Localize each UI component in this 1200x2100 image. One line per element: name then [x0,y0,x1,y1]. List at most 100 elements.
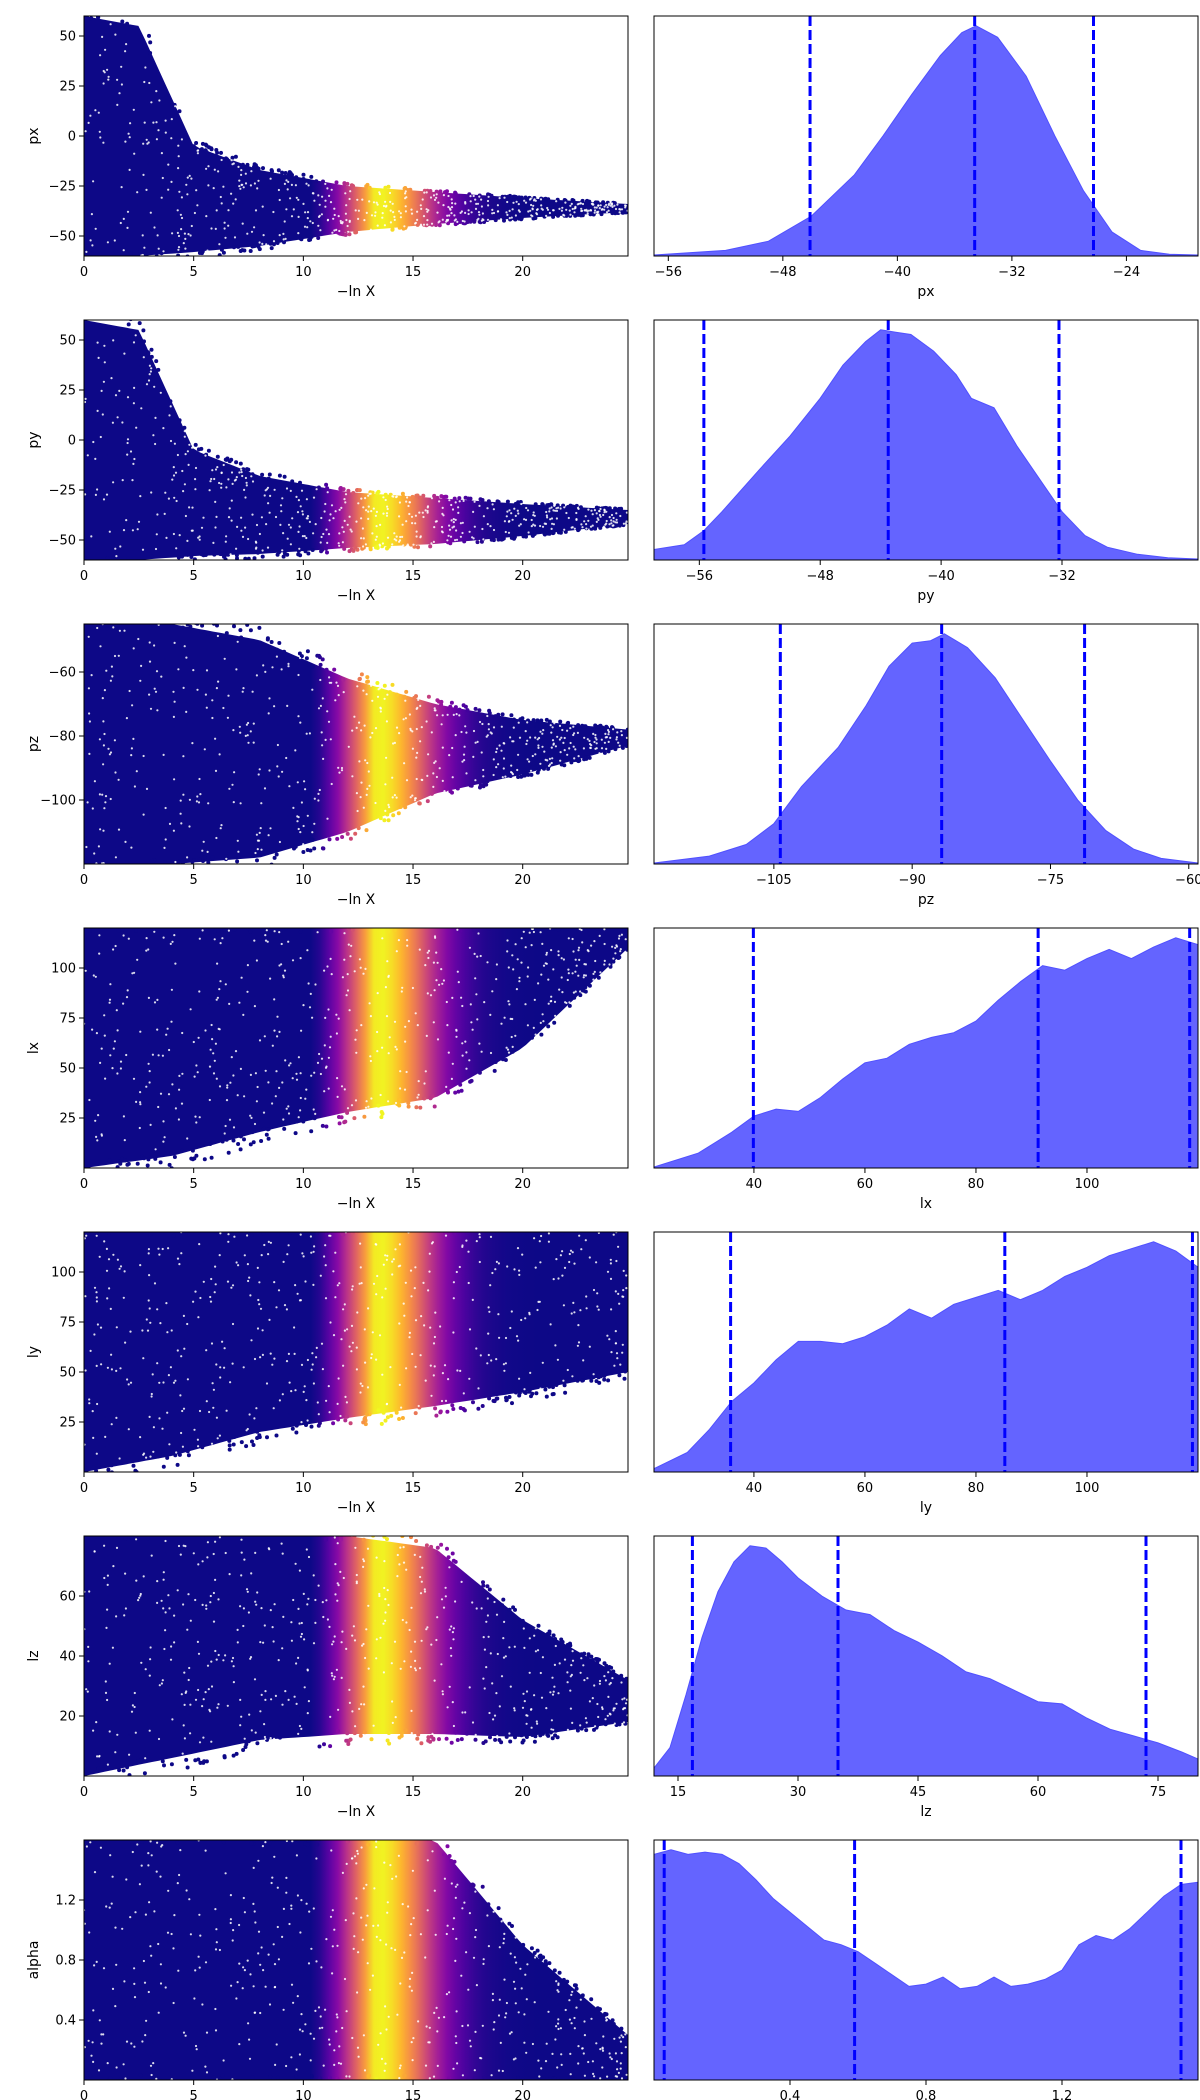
sample-gap [404,210,407,213]
sample-gap [242,687,245,690]
sample-gap [482,515,485,518]
sample-point [504,1734,509,1739]
sample-gap [178,1088,181,1091]
sample-gap [203,748,206,751]
sample-gap [371,1331,374,1334]
sample-gap [235,1261,238,1264]
sample-gap [247,741,250,744]
sample-gap [567,937,570,940]
sample-gap [192,669,195,672]
sample-gap [240,1574,243,1577]
sample-point [203,1220,207,1224]
sample-gap [577,1341,581,1344]
sample-gap [325,1599,328,1602]
sample-point [223,920,227,924]
sample-point [259,1222,263,1226]
sample-point [367,185,372,190]
sample-point [275,647,279,652]
sample-gap [236,1628,239,1631]
sample-gap [328,681,331,684]
sample-gap [412,543,415,546]
sample-gap [387,975,390,979]
sample-point [129,1173,133,1177]
sample-gap [358,1282,361,1285]
sample-gap [554,745,558,748]
sample-gap [344,493,348,496]
sample-gap [214,468,218,471]
sample-point [248,1529,252,1533]
sample-gap [398,1243,401,1246]
sample-gap [336,1284,339,1287]
sample-point [366,1223,370,1227]
sample-point [365,1412,370,1417]
sample-gap [190,529,193,532]
sample-point [309,174,314,179]
sample-gap [128,689,131,693]
sample-gap [162,1120,165,1123]
sample-point [556,530,561,535]
sample-gap [603,959,606,963]
x-tick-label: 0 [80,1481,88,1496]
sample-point [596,975,601,980]
sample-gap [259,827,262,830]
sample-gap [126,441,129,445]
sample-gap [447,194,450,198]
sample-gap [455,1035,458,1038]
sample-gap [235,547,238,550]
sample-gap [319,1274,322,1277]
sample-gap [406,496,409,499]
sample-gap [198,1741,202,1744]
sample-gap [116,1029,119,1032]
sample-point [322,1742,326,1747]
sample-gap [100,389,103,392]
sample-gap [603,205,606,208]
sample-point [232,928,237,932]
sample-point [343,1418,348,1423]
sample-point [314,179,319,184]
axes-frame [653,15,1199,257]
sample-gap [201,929,204,932]
sample-gap [104,48,107,51]
sample-gap [196,795,199,798]
sample-point [401,494,406,499]
sample-point [345,181,350,186]
sample-gap [267,1253,270,1256]
sample-point [383,1232,388,1237]
sample-gap [376,992,379,995]
sample-point [160,868,164,872]
sample-gap [615,736,619,739]
sample-gap [272,1407,275,1410]
sample-point [482,781,487,786]
sample-gap [496,1734,499,1738]
sample-gap [101,35,104,39]
sample-gap [214,1540,217,1543]
sample-point [84,1773,87,1776]
sample-gap [506,1048,510,1051]
sample-point [193,442,198,447]
sample-gap [344,1395,347,1398]
sample-gap [214,227,217,230]
sample-gap [594,209,597,212]
sample-gap [238,179,241,182]
sample-point [261,166,265,171]
sample-gap [452,1331,455,1334]
sample-gap [340,1641,343,1644]
sample-gap [594,959,597,963]
sample-gap [195,1121,198,1124]
sample-gap [423,191,426,194]
sample-gap [560,976,563,979]
sample-point [246,1232,251,1234]
sample-gap [161,1054,164,1057]
sample-gap [372,201,376,204]
sample-gap [248,1713,251,1716]
sample-point [112,560,116,564]
sample-point [84,864,88,868]
sample-gap [399,216,402,219]
sample-gap [522,1692,525,1695]
sample-gap [511,954,514,957]
sample-point [450,1403,455,1408]
sample-point [400,1416,405,1420]
sample-point [509,713,514,718]
sample-gap [421,198,424,201]
